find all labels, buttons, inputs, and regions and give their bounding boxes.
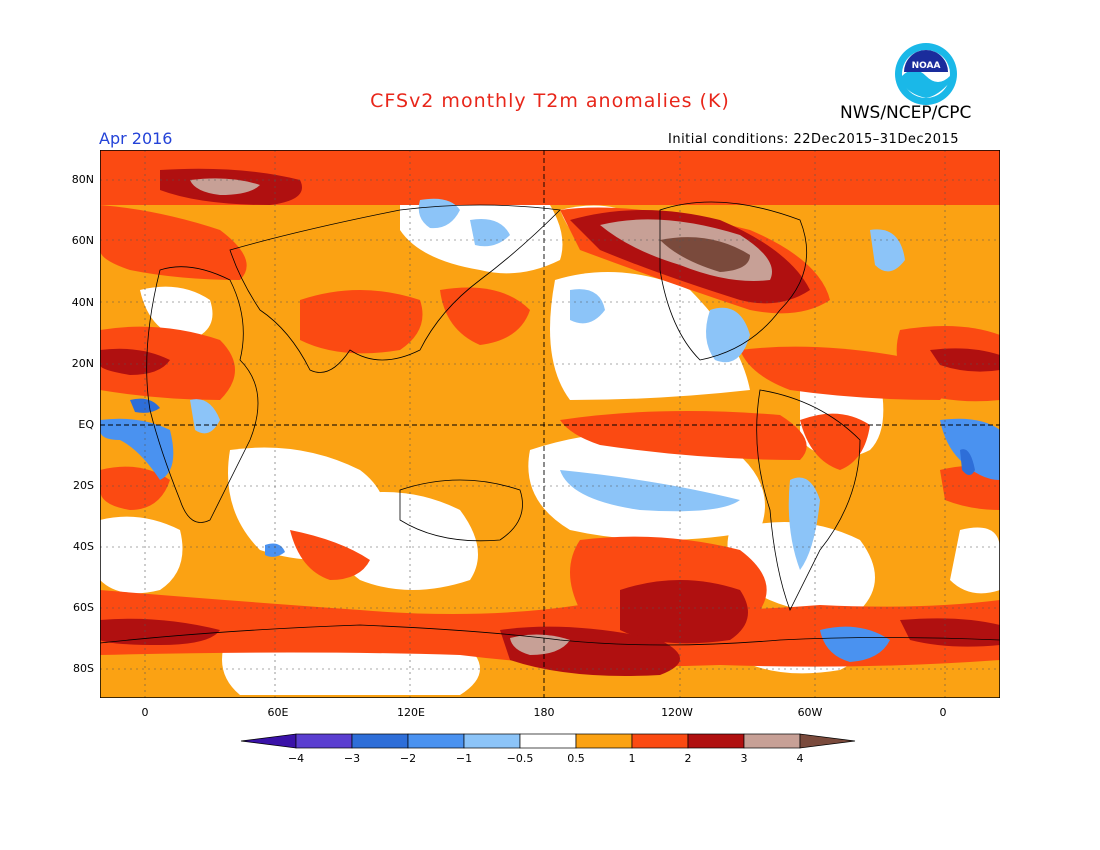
lon-label-180: 180 (533, 706, 555, 719)
colorbar-tick-label: 0.5 (567, 752, 585, 765)
lon-label-60e: 60E (267, 706, 289, 719)
lat-label-20n: 20N (71, 357, 94, 370)
cool-anomalies (100, 198, 1000, 662)
colorbar-tick-label: −2 (399, 752, 417, 765)
noaa-logo-icon: NOAA (895, 43, 957, 105)
lon-label-60w: 60W (797, 706, 823, 719)
colorbar-swatch (575, 733, 633, 749)
lat-label-60n: 60N (71, 234, 94, 247)
equator-dateline (100, 150, 1000, 698)
colorbar-tick-label: 1 (628, 752, 636, 765)
colorbar-tick-label: −4 (287, 752, 305, 765)
logo-text: NOAA (912, 61, 941, 71)
colorbar-tick-label: −1 (455, 752, 473, 765)
colorbar-swatch (463, 733, 521, 749)
colorbar-tick-label: 4 (796, 752, 804, 765)
lat-label-40s: 40S (73, 540, 94, 553)
chart-title: CFSv2 monthly T2m anomalies (K) (370, 90, 730, 112)
lat-label-eq: EQ (78, 418, 94, 431)
lon-label-0: 0 (141, 706, 149, 719)
colorbar-swatch (407, 733, 465, 749)
colorbar-swatch (351, 733, 409, 749)
colorbar-arrow-high (799, 733, 856, 749)
warm-anomaly-3k-plus (190, 178, 772, 655)
lat-label-80n: 80N (71, 173, 94, 186)
lon-label-120w: 120W (661, 706, 693, 719)
colorbar-tick-label: 2 (684, 752, 692, 765)
lon-label-120e: 120E (397, 706, 425, 719)
lat-label-80s: 80S (73, 662, 94, 675)
colorbar-swatch (631, 733, 689, 749)
coastlines (100, 201, 1000, 646)
gridlines (100, 150, 1000, 698)
initial-conditions: Initial conditions: 22Dec2015–31Dec2015 (668, 132, 960, 147)
colorbar-tick-label: −0.5 (506, 752, 534, 765)
colorbar-swatch (687, 733, 745, 749)
colorbar-swatch (519, 733, 577, 749)
lon-label-0-east: 0 (939, 706, 947, 719)
colorbar-tick-label: 3 (740, 752, 748, 765)
anomaly-map (100, 150, 1000, 698)
colorbar-swatch (743, 733, 801, 749)
lat-label-40n: 40N (71, 296, 94, 309)
agency-label: NWS/NCEP/CPC (840, 103, 972, 123)
colorbar-tick-label: −3 (343, 752, 361, 765)
lat-label-20s: 20S (73, 479, 94, 492)
forecast-month: Apr 2016 (99, 129, 173, 148)
lat-label-60s: 60S (73, 601, 94, 614)
colorbar-arrow-low (240, 733, 297, 749)
colorbar-swatch (295, 733, 353, 749)
